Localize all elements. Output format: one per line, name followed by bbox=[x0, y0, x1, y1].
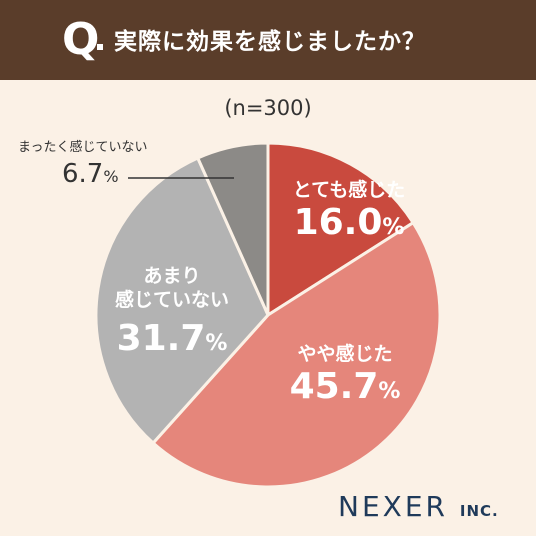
label-s2-category-2: 感じていない bbox=[114, 289, 229, 311]
label-s3: まったく感じていない 6.7% bbox=[18, 139, 147, 194]
q-dot bbox=[97, 44, 103, 50]
label-s2-value: 31.7 bbox=[116, 318, 206, 359]
label-s0: とても感じた 16.0% bbox=[274, 178, 424, 249]
label-s0-category: とても感じた bbox=[292, 179, 406, 201]
label-s2-category-1: あまり bbox=[143, 265, 201, 287]
pie-slice-1 bbox=[151, 220, 442, 489]
label-s3-category: まったく感じていない bbox=[18, 140, 148, 155]
label-s3-pct: % bbox=[103, 167, 119, 186]
pie-slice-3 bbox=[195, 141, 270, 316]
label-s1-category: やや感じた bbox=[297, 343, 393, 365]
sample-size: (n=300) bbox=[224, 96, 312, 120]
pie-slice-2 bbox=[94, 156, 270, 446]
q-mark: Q bbox=[62, 14, 100, 65]
label-s0-pct: % bbox=[382, 215, 405, 240]
logo-suffix: INC. bbox=[459, 502, 499, 520]
label-s1: やや感じた 45.7% bbox=[270, 342, 420, 413]
label-s2: あまり 感じていない 31.7% bbox=[92, 264, 252, 365]
label-s1-value: 45.7 bbox=[289, 366, 379, 407]
label-s1-pct: % bbox=[378, 379, 401, 404]
label-s3-value: 6.7 bbox=[62, 159, 104, 189]
question-text: 実際に効果を感じましたか？ bbox=[114, 29, 426, 55]
pie-slice-0 bbox=[266, 141, 416, 318]
question-header: Q 実際に効果を感じましたか？ bbox=[0, 0, 536, 80]
label-s2-pct: % bbox=[205, 331, 228, 356]
label-s0-value: 16.0 bbox=[293, 202, 383, 243]
logo-name: NEXER bbox=[338, 490, 448, 523]
nexer-logo: NEXER INC. bbox=[338, 490, 499, 523]
